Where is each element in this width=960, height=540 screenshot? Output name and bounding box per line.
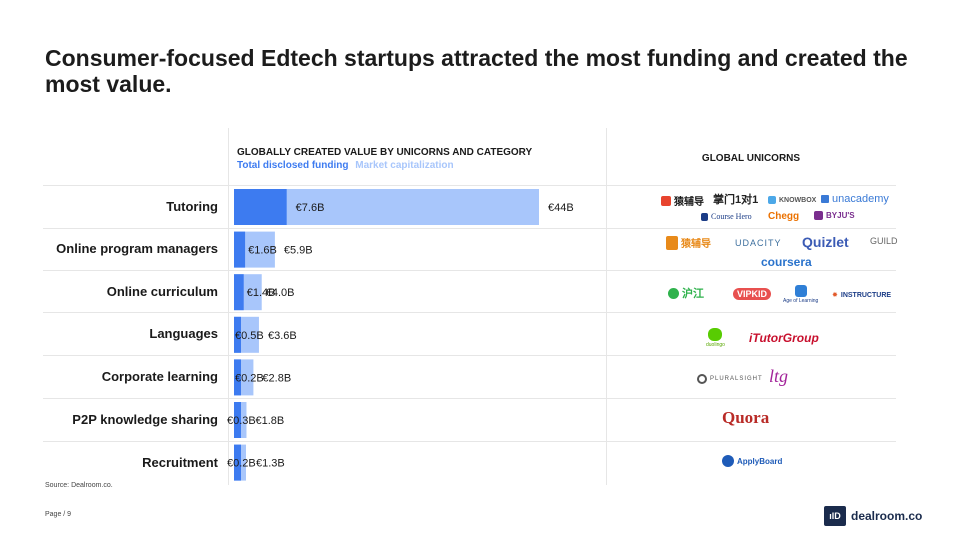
logo-chegg: Chegg [768, 211, 800, 222]
legend-market: Market capitalization [355, 160, 454, 171]
bar-funding-4 [234, 359, 241, 396]
logo-byjus: BYJU'S [814, 211, 855, 220]
category-label-languages: Languages [149, 326, 218, 341]
instructure-icon: ✸ [832, 292, 838, 299]
logo-ltg: ltg [769, 366, 789, 386]
applyboard-icon [722, 455, 734, 467]
logo-unacademy: unacademy [821, 193, 889, 205]
label-funding-4: €0.2B [235, 372, 264, 384]
duolingo-icon [708, 328, 723, 341]
grid-hline-0 [43, 185, 896, 186]
label-market-5: €1.8B [255, 415, 284, 427]
logo-applyboard: ApplyBoard [722, 455, 782, 467]
grid-vline-mid [606, 128, 607, 485]
logo-quora: Quora [722, 408, 770, 427]
unacademy-icon [821, 195, 829, 203]
yuanfudao-icon [661, 195, 671, 206]
logo-instructure: ✸ INSTRUCTURE [832, 291, 892, 300]
grid-hline-6 [43, 441, 896, 442]
category-label-tutoring: Tutoring [166, 199, 218, 214]
unicorns-header: GLOBAL UNICORNS [701, 153, 801, 164]
chart-header: GLOBALLY CREATED VALUE BY UNICORNS AND C… [237, 146, 532, 172]
label-market-0: €44B [548, 202, 574, 214]
label-market-6: €1.3B [256, 458, 285, 470]
grid-vline-left [228, 128, 229, 485]
label-market-2: €4.0B [266, 287, 295, 299]
label-market-1: €5.9B [284, 245, 313, 257]
pluralsight-icon [697, 374, 707, 384]
label-funding-3: €0.5B [235, 330, 264, 342]
grid-hline-4 [43, 355, 896, 356]
label-funding-2: €1.4B [247, 287, 276, 299]
label-market-3: €3.6B [268, 330, 297, 342]
logo-itutorgroup: iTutorGroup [749, 331, 819, 345]
brand-logo: ılD dealroom.co [824, 506, 922, 526]
logo-duolingo: duolingo [706, 328, 725, 348]
logo-quizlet: Quizlet [802, 234, 849, 250]
logo-knowbox: KNOWBOX [768, 196, 816, 204]
grid-hline-3 [43, 312, 896, 313]
grid-hline-1 [43, 228, 896, 229]
label-funding-5: €0.3B [227, 415, 256, 427]
bar-funding-3 [234, 316, 241, 353]
logo-ageoflearning: Age of Learning [783, 285, 818, 304]
knowbox-icon [768, 196, 776, 204]
bar-funding-5 [234, 402, 241, 438]
category-label-corporate: Corporate learning [101, 369, 218, 384]
logo-vipkid: VIPKID [733, 288, 772, 300]
category-label-p2p: P2P knowledge sharing [72, 412, 218, 427]
label-funding-0: €7.6B [296, 202, 325, 214]
category-label-recruitment: Recruitment [142, 455, 218, 470]
brand-text: dealroom.co [851, 509, 923, 523]
logo-pluralsight: PLURALSIGHT [697, 374, 763, 384]
logo-hujiang: 沪江 [668, 285, 704, 301]
dealroom-icon: ılD [824, 506, 846, 526]
huike-icon [666, 235, 678, 250]
bar-funding-2 [234, 274, 244, 311]
hujiang-icon [668, 287, 679, 299]
ageoflearning-icon [794, 285, 807, 297]
coursehero-icon [701, 212, 708, 221]
category-label-curriculum: Online curriculum [106, 284, 218, 299]
grid-hline-5 [43, 398, 896, 399]
logo-coursehero: Course Hero [701, 212, 752, 221]
bar-funding-0 [234, 189, 287, 225]
bar-funding-6 [234, 444, 241, 481]
logo-guild: GUILD [870, 236, 898, 246]
category-label-opm: Online program managers [56, 241, 218, 256]
label-funding-6: €0.2B [227, 458, 256, 470]
chart-title: GLOBALLY CREATED VALUE BY UNICORNS AND C… [237, 147, 533, 158]
logo-yuanfudao: 猿辅导 [661, 193, 704, 208]
legend-funding: Total disclosed funding [237, 160, 349, 171]
source-note: Source: Dealroom.co. [45, 482, 113, 489]
logo-udacity: UDACITY [735, 238, 782, 248]
label-market-4: €2.8B [262, 372, 291, 384]
logo-zhangmen: 掌门1对1 [713, 194, 759, 206]
page-number: Page / 9 [45, 511, 72, 518]
page-title: Consumer-focused Edtech startups attract… [45, 45, 908, 97]
bar-funding-1 [234, 231, 246, 268]
logo-huike: 猿辅导 [666, 235, 711, 250]
byjus-icon [814, 211, 823, 220]
logo-coursera: coursera [761, 255, 812, 269]
label-funding-1: €1.6B [248, 245, 277, 257]
grid-hline-2 [43, 270, 896, 271]
